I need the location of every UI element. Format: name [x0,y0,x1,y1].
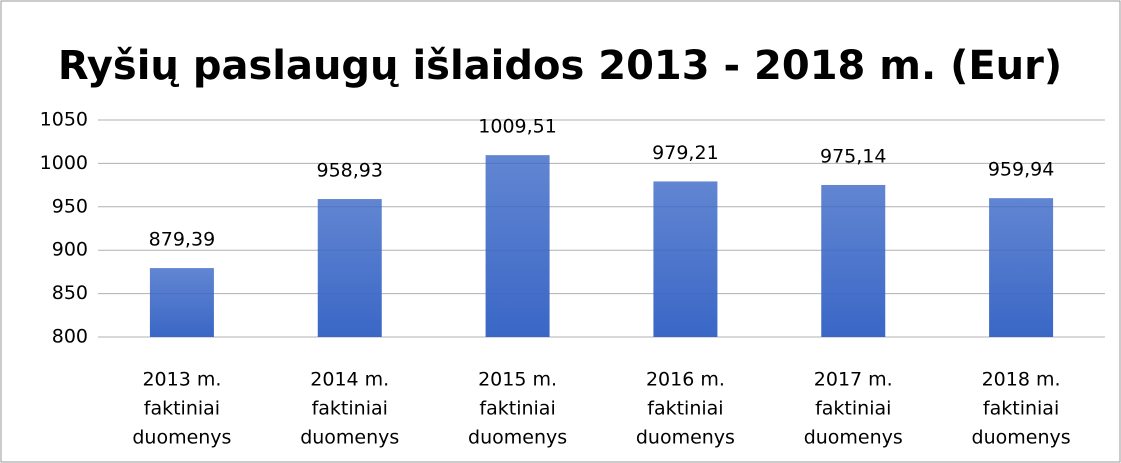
data-label: 879,39 [149,229,215,251]
bar [653,181,718,337]
x-tick-label: duomenys [132,427,231,449]
y-tick-label: 800 [52,326,88,348]
x-tick-label: 2015 m. [478,369,557,391]
bar [485,155,550,337]
x-tick-label: faktiniai [647,398,723,420]
bar [821,184,886,337]
y-tick-label: 1000 [40,152,88,174]
bar [149,268,214,337]
bar [317,199,382,337]
x-tick-label: faktiniai [479,398,555,420]
data-label: 958,93 [317,160,383,182]
data-label: 1009,51 [478,116,557,138]
x-tick-label: 2013 m. [142,369,221,391]
data-label: 959,94 [988,159,1054,181]
y-tick-label: 950 [52,195,88,217]
x-tick-label: faktiniai [144,398,220,420]
data-label: 975,14 [820,145,886,167]
x-tick-label: duomenys [468,427,567,449]
x-tick-label: 2018 m. [982,369,1061,391]
bar [989,198,1054,337]
x-tick-label: duomenys [972,427,1071,449]
y-tick-label: 900 [52,239,88,261]
x-tick-label: 2017 m. [814,369,893,391]
x-tick-label: 2014 m. [310,369,389,391]
y-tick-label: 850 [52,282,88,304]
x-tick-label: faktiniai [312,398,388,420]
x-tick-label: duomenys [300,427,399,449]
x-tick-label: faktiniai [815,398,891,420]
x-tick-label: faktiniai [983,398,1059,420]
chart-title: Ryšių paslaugų išlaidos 2013 - 2018 m. (… [58,43,1062,89]
x-tick-label: duomenys [636,427,735,449]
data-label: 979,21 [652,142,718,164]
y-tick-label: 1050 [40,109,88,131]
x-tick-label: 2016 m. [646,369,725,391]
x-tick-label: duomenys [804,427,903,449]
